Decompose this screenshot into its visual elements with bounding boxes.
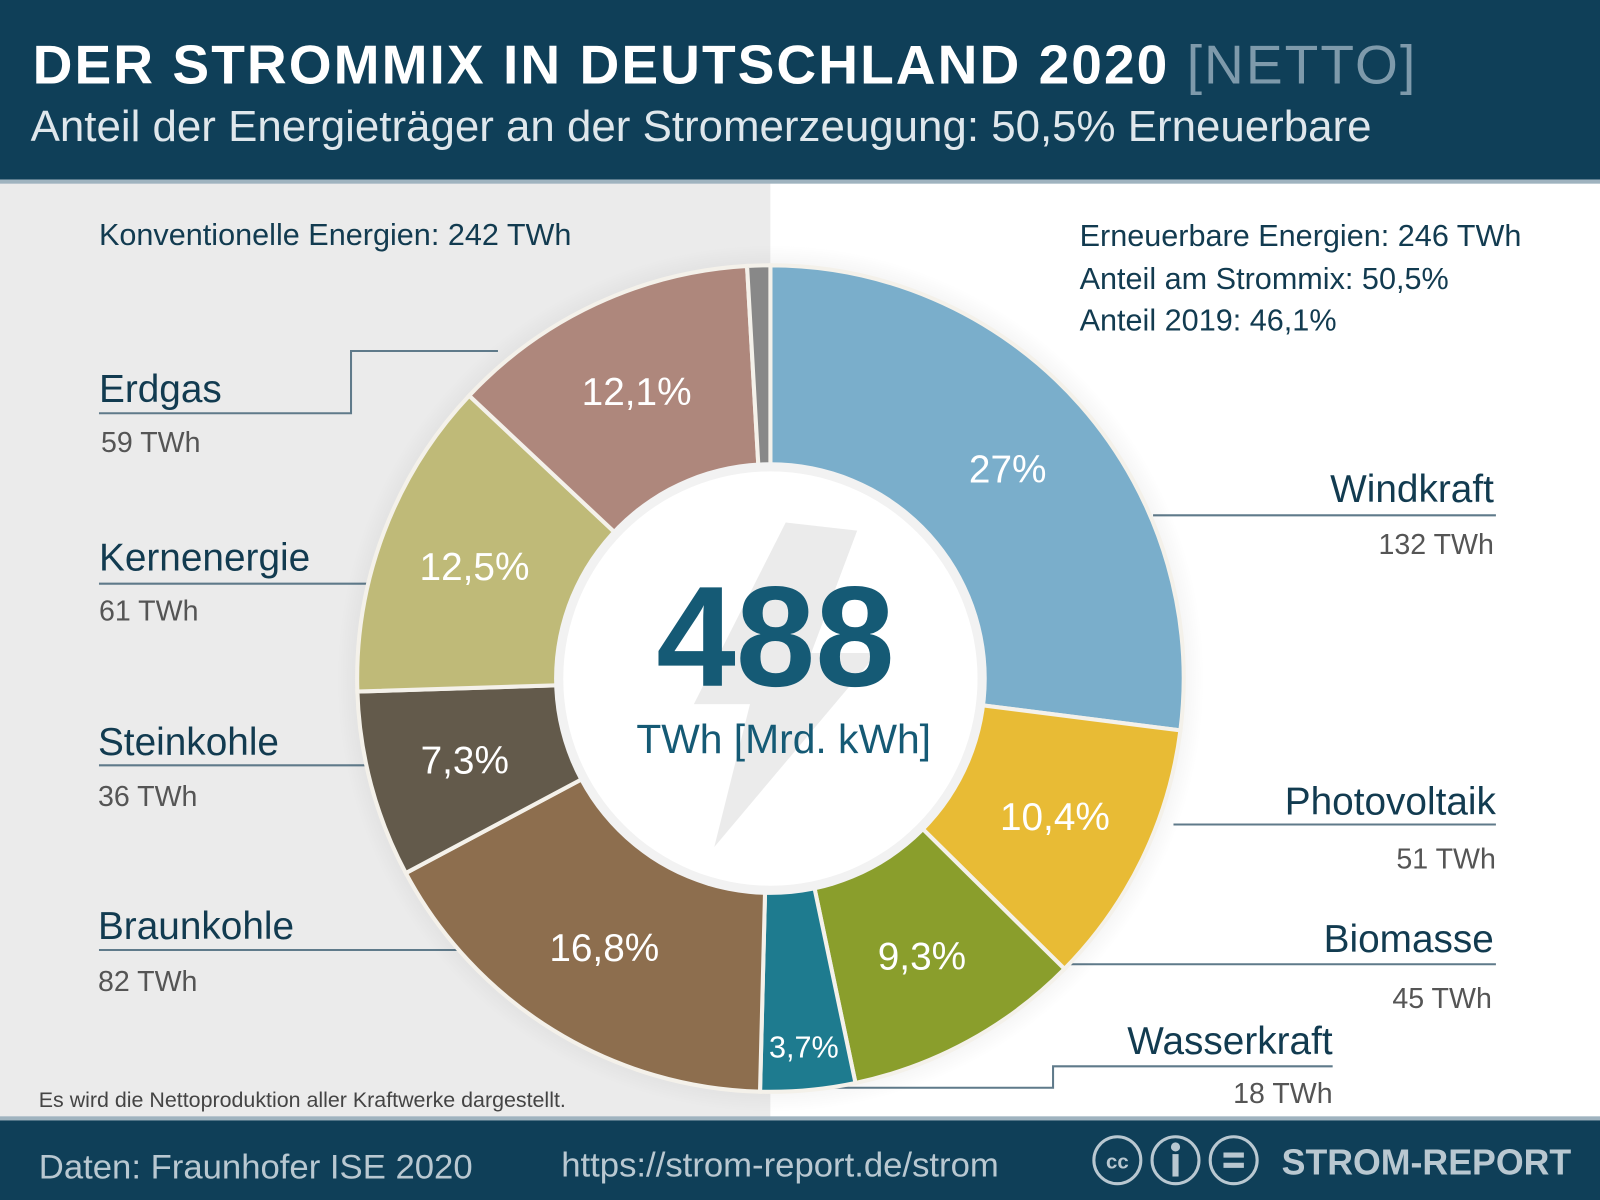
- attribution-icon: [1150, 1135, 1201, 1186]
- callout-lines: [98, 350, 1496, 1089]
- label-steinkohle: Steinkohle: [98, 721, 279, 764]
- renewable-summary-3: Anteil 2019: 46,1%: [1080, 304, 1337, 338]
- value-wasserkraft: 18 TWh: [1233, 1078, 1332, 1110]
- label-photovoltaik: Photovoltaik: [1285, 780, 1497, 823]
- value-biomasse: 45 TWh: [1392, 983, 1491, 1015]
- renewable-summary-2: Anteil am Strommix: 50,5%: [1080, 262, 1449, 296]
- renewable-summary-1: Erneuerbare Energien: 246 TWh: [1080, 219, 1522, 253]
- label-biomasse: Biomasse: [1324, 918, 1494, 961]
- header: DER STROMMIX IN DEUTSCHLAND 2020 [NETTO]…: [0, 0, 1600, 184]
- footnote: Es wird die Nettoproduktion aller Kraftw…: [39, 1088, 566, 1112]
- lightning-icon: [693, 522, 878, 847]
- slice-label-biomasse: 9,3%: [878, 936, 966, 979]
- label-wasserkraft: Wasserkraft: [1127, 1020, 1333, 1063]
- no-derivatives-icon: [1208, 1135, 1259, 1186]
- slice-label-windkraft: 27%: [969, 449, 1047, 492]
- total-unit: TWh [Mrd. kWh]: [636, 716, 931, 762]
- label-braunkohle: Braunkohle: [98, 905, 294, 948]
- svg-text:cc: cc: [1106, 1151, 1129, 1173]
- title-suffix: [NETTO]: [1187, 34, 1418, 96]
- footer: Daten: Fraunhofer ISE 2020 https://strom…: [0, 1116, 1600, 1200]
- slice-label-kernenergie: 12,5%: [420, 546, 530, 589]
- label-windkraft: Windkraft: [1330, 468, 1494, 511]
- source-url[interactable]: https://strom-report.de/strom: [561, 1147, 999, 1185]
- brand-logo: STROM-REPORT: [1282, 1142, 1572, 1182]
- slice-label-erdgas: 12,1%: [582, 371, 692, 414]
- cc-icon: cc: [1092, 1135, 1143, 1186]
- data-source: Daten: Fraunhofer ISE 2020: [39, 1149, 473, 1187]
- value-erdgas: 59 TWh: [101, 427, 200, 459]
- subtitle: Anteil der Energieträger an der Stromerz…: [31, 102, 1372, 151]
- value-photovoltaik: 51 TWh: [1396, 843, 1495, 875]
- value-windkraft: 132 TWh: [1379, 529, 1494, 561]
- slice-label-steinkohle: 7,3%: [421, 739, 509, 782]
- conventional-summary: Konventionelle Energien: 242 TWh: [99, 218, 572, 252]
- slice-label-braunkohle: 16,8%: [549, 927, 659, 970]
- title: DER STROMMIX IN DEUTSCHLAND 2020: [33, 34, 1170, 96]
- label-kernenergie: Kernenergie: [99, 536, 310, 579]
- value-kernenergie: 61 TWh: [99, 595, 198, 627]
- label-erdgas: Erdgas: [99, 368, 222, 411]
- value-braunkohle: 82 TWh: [98, 966, 197, 998]
- slice-label-photovoltaik: 10,4%: [1000, 796, 1110, 839]
- svg-text:DER STROMMIX IN DEUTSCHLAND 20: DER STROMMIX IN DEUTSCHLAND 2020 [NETTO]: [33, 34, 1418, 96]
- value-steinkohle: 36 TWh: [98, 781, 197, 813]
- total-value: 488: [656, 558, 894, 717]
- slice-label-wasserkraft: 3,7%: [769, 1031, 839, 1065]
- slice-labels: 27% 10,4% 9,3% 3,7% 16,8% 7,3% 12,5% 12,1%: [420, 371, 1110, 1064]
